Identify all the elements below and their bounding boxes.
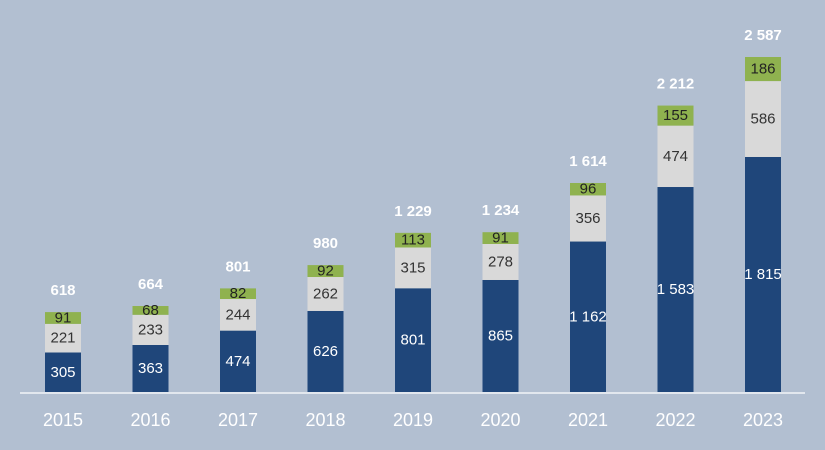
total-value-label: 801: [225, 258, 250, 275]
bar-segment-2020-series-3: [482, 232, 519, 244]
segment-value-label: 68: [142, 302, 159, 319]
segment-value-label: 155: [663, 107, 688, 124]
x-tick-label: 2022: [655, 410, 695, 430]
total-value-label: 618: [50, 282, 75, 299]
bar-segment-2015-series-2: [45, 323, 81, 353]
bar-segment-2023-series-1: [745, 156, 781, 392]
bar-segment-2017-series-1: [220, 330, 256, 392]
total-value-label: 1 614: [569, 153, 607, 170]
segment-value-label: 278: [488, 253, 513, 270]
x-tick-label: 2020: [480, 410, 520, 430]
segment-value-label: 626: [313, 343, 338, 360]
segment-value-label: 91: [55, 309, 72, 326]
segment-value-label: 1 583: [657, 281, 695, 298]
bar-segment-2021-series-1: [570, 241, 606, 392]
bar-segment-2023-series-2: [745, 81, 781, 157]
bar-segment-2019-series-2: [395, 247, 431, 289]
segment-value-label: 474: [663, 148, 688, 165]
bar-segment-2021-series-3: [570, 182, 606, 196]
x-tick-label: 2023: [743, 410, 783, 430]
bar-segment-2015-series-3: [45, 312, 81, 324]
segment-value-label: 586: [750, 111, 775, 128]
segment-value-label: 244: [225, 306, 250, 323]
segment-value-label: 315: [400, 259, 425, 276]
total-value-label: 2 212: [657, 76, 695, 93]
segment-value-label: 356: [575, 210, 600, 227]
bar-segment-2016-series-2: [132, 314, 169, 345]
total-value-label: 2 587: [744, 27, 782, 44]
bar-segment-2018-series-1: [307, 310, 344, 392]
bar-segment-2022-series-1: [657, 187, 694, 392]
bar-segment-2015-series-1: [45, 352, 81, 392]
segment-value-label: 221: [50, 330, 75, 347]
segment-value-label: 801: [400, 332, 425, 349]
segment-value-label: 96: [580, 181, 597, 198]
bar-segment-2022-series-3: [657, 105, 694, 126]
x-tick-label: 2021: [568, 410, 608, 430]
bars-layer: 305 221 91 618 363 233 68 664 474 244 82 801 626 262 9…: [45, 27, 782, 392]
segment-value-label: 113: [401, 232, 425, 249]
bar-segment-2018-series-2: [307, 277, 344, 311]
segment-value-label: 1 815: [744, 266, 782, 283]
segment-value-label: 91: [492, 230, 509, 247]
segment-value-label: 92: [317, 263, 334, 280]
bar-segment-2017-series-3: [220, 288, 256, 300]
segment-value-label: 865: [488, 327, 513, 344]
segment-value-label: 233: [138, 321, 163, 338]
bar-segment-2020-series-2: [482, 243, 519, 280]
segment-value-label: 363: [138, 360, 163, 377]
bar-segment-2021-series-2: [570, 195, 606, 242]
segment-value-label: 82: [230, 285, 247, 302]
total-value-label: 1 234: [482, 202, 520, 219]
segment-value-label: 474: [225, 353, 250, 370]
bar-segment-2020-series-1: [482, 279, 519, 392]
bar-segment-2016-series-3: [132, 306, 169, 315]
bar-segment-2019-series-3: [395, 232, 431, 248]
x-tick-label: 2018: [305, 410, 345, 430]
segment-value-label: 305: [50, 364, 75, 381]
bar-segment-2018-series-3: [307, 265, 344, 278]
x-tick-label: 2019: [393, 410, 433, 430]
total-value-label: 980: [313, 235, 338, 252]
x-tick-label: 2017: [218, 410, 258, 430]
bar-segment-2016-series-1: [132, 344, 169, 392]
segment-value-label: 1 162: [569, 308, 607, 325]
segment-value-label: 186: [750, 61, 775, 78]
x-tick-label: 2015: [43, 410, 83, 430]
bar-segment-2019-series-1: [395, 288, 431, 392]
bar-segment-2022-series-2: [657, 125, 694, 188]
x-tick-label: 2016: [130, 410, 170, 430]
bar-segment-2017-series-2: [220, 299, 256, 331]
total-value-label: 1 229: [394, 203, 432, 220]
x-tick-labels: 2015 2016 2017 2018 2019 2020 2021 2022 2023: [43, 410, 783, 430]
bar-segment-2023-series-3: [745, 57, 781, 82]
segment-value-label: 262: [313, 285, 338, 302]
total-value-label: 664: [138, 276, 164, 293]
